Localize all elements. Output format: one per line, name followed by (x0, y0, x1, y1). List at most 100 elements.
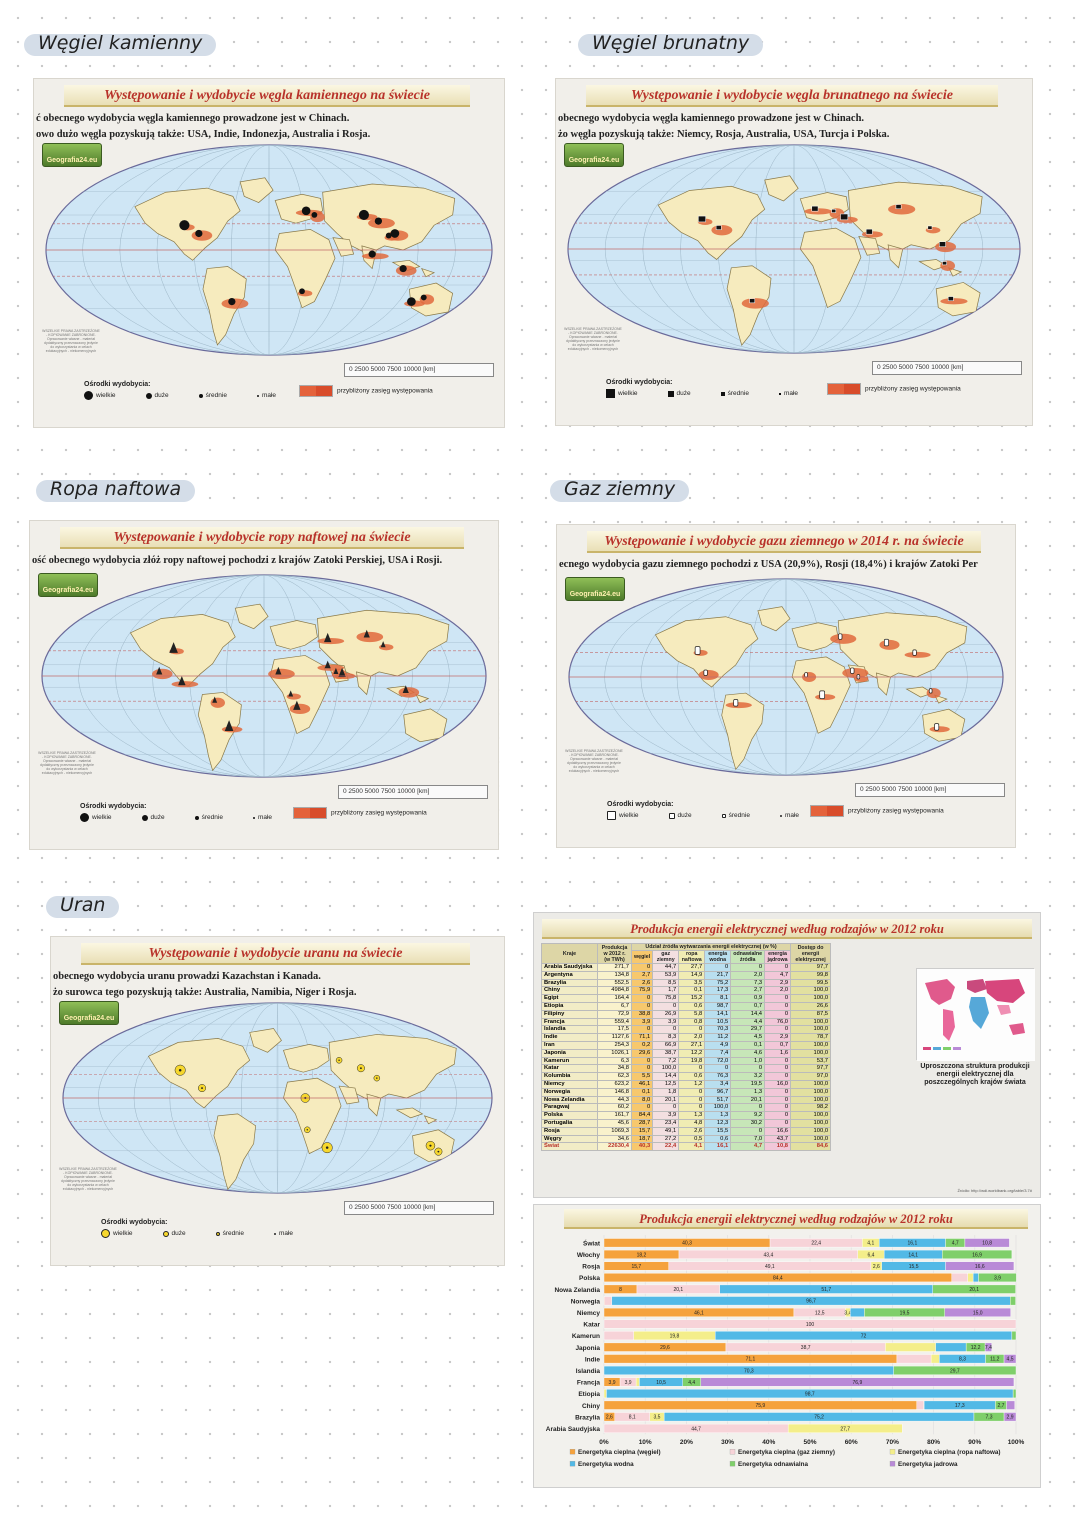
value-cell: 3,2 (730, 1072, 766, 1081)
legend-title: Ośrodki wydobycia: (607, 801, 674, 808)
value-cell: 100,0 (790, 1134, 832, 1144)
data-label: 8,1 (629, 1415, 636, 1421)
value-cell: 16,1 (704, 1142, 732, 1152)
bar-segment (603, 1331, 634, 1341)
value-cell: 72,0 (704, 1056, 732, 1066)
legend-item: wielkie (101, 1229, 133, 1238)
data-label: 76,9 (853, 1380, 863, 1386)
mini-world-map (916, 968, 1035, 1061)
legend-item-label: wielkie (113, 1230, 133, 1238)
legend-item-label: małe (257, 814, 273, 822)
map-range-legend: przybliżony zasięg występowania (810, 805, 944, 817)
map-range-legend: przybliżony zasięg występowania (293, 807, 427, 819)
th-production: Produkcja w 2012 r. (w TWh) (597, 943, 632, 964)
data-label: 16,1 (908, 1241, 918, 1247)
map-scale-bar: 0 2500 5000 7500 10000 [km] (344, 1201, 494, 1215)
value-cell: 96,7 (704, 1087, 732, 1097)
legend-item-label: duże (677, 812, 692, 820)
legend-item: małe (779, 812, 799, 819)
value-cell: 71,1 (630, 1033, 654, 1042)
value-cell: 623,2 (597, 1079, 632, 1089)
bar-segment (964, 1238, 1010, 1248)
legend-marker-icon (606, 389, 615, 398)
data-label: 96,7 (806, 1299, 816, 1305)
value-cell: 0 (764, 1095, 792, 1105)
value-cell: 0,7 (764, 1040, 792, 1050)
value-cell: 14,4 (730, 1009, 766, 1019)
legend-label: Energetyka cieplna (węgiel) (578, 1449, 661, 1456)
value-cell: 0,6 (678, 1072, 706, 1081)
value-cell: 8,1 (704, 994, 732, 1003)
value-cell: 27,1 (678, 1040, 706, 1050)
world-map (42, 141, 496, 359)
value-cell: 100,0 (790, 1025, 832, 1035)
map-subtitle-line-2: owo dużo węgla pozyskują także: USA, Ind… (36, 129, 371, 140)
map-range-legend: przybliżony zasięg występowania (827, 383, 961, 395)
value-cell: 0 (704, 1064, 732, 1074)
value-cell: 10,8 (764, 1142, 792, 1152)
section-label-coal: Węgiel kamienny (24, 28, 217, 58)
bar-segment (885, 1342, 936, 1352)
table-row: Nowa Zelandia 44,3 8,0 20,1 0 51,7 20,1 0 100,0 (541, 1095, 832, 1105)
legend-item-label: małe (783, 390, 799, 398)
bar-segment (700, 1377, 1015, 1387)
category-label: Kamerun (572, 1333, 600, 1340)
bar-chart-title: Produkcja energii elektrycznej według ro… (564, 1209, 1028, 1229)
value-cell: 100,0 (790, 1126, 832, 1136)
data-label: 71,1 (746, 1357, 756, 1363)
legend-marker-icon (779, 814, 782, 817)
data-label: 51,7 (821, 1287, 831, 1293)
x-tick-label: 80% (927, 1439, 940, 1446)
copyright-notice: WSZELKIE PRAWA ZASTRZEŻONE - KOPIOWANIE … (42, 329, 100, 353)
x-tick-label: 100% (1008, 1439, 1025, 1446)
country-cell: Egipt (541, 994, 598, 1003)
site-logo-text: Geografia24.eu (42, 587, 94, 594)
data-label: 15,5 (909, 1264, 919, 1270)
value-cell: 0 (764, 1025, 792, 1035)
value-cell: 26,9 (652, 1009, 680, 1019)
value-cell: 5,8 (678, 1009, 706, 1019)
data-label: 16,6 (975, 1264, 985, 1270)
value-cell: 100,0 (790, 1095, 832, 1105)
value-cell: 100,0 (790, 1048, 832, 1058)
copyright-notice: WSZELKIE PRAWA ZASTRZEŻONE - KOPIOWANIE … (38, 751, 96, 775)
bar-segment (1010, 1296, 1016, 1306)
value-cell: 28,7 (630, 1118, 654, 1128)
value-cell: 7,2 (652, 1056, 680, 1066)
value-cell: 271,7 (597, 963, 632, 972)
value-cell: 19,5 (730, 1079, 766, 1089)
value-cell: 29,6 (630, 1048, 654, 1058)
value-cell: 9,2 (730, 1111, 766, 1120)
country-cell: Iran (541, 1040, 598, 1050)
value-cell: 0 (704, 963, 732, 972)
range-label: przybliżony zasięg występowania (331, 809, 427, 817)
value-cell: 0 (630, 1064, 654, 1074)
value-cell: 0 (652, 1103, 680, 1113)
value-cell: 0 (764, 1064, 792, 1074)
table-row: Iran 254,3 0,2 66,9 27,1 4,9 0,1 0,7 100,0 (541, 1040, 832, 1050)
value-cell: 146,8 (597, 1087, 632, 1097)
legend-item: małe (778, 390, 799, 398)
table-row: Paragwaj 60,2 0 0 0 100,0 0 0 98,2 (541, 1103, 832, 1113)
value-cell: 164,4 (597, 994, 632, 1003)
table-row: Chiny 4984,8 75,9 1,7 0,1 17,3 2,7 2,0 100,0 (541, 986, 832, 996)
table-row: Islandia 17,5 0 0 0 70,3 29,7 0 100,0 (541, 1025, 832, 1035)
legend-swatch (889, 1449, 896, 1455)
x-tick-label: 40% (762, 1439, 775, 1446)
energy-table-body: Arabia Saudyjska 271,7 0 44,7 27,7 0 0 0 97,7 Arg… (541, 963, 832, 1152)
value-cell: 7,0 (730, 1134, 766, 1144)
data-label: 11,2 (990, 1357, 1000, 1363)
map-scale-bar: 0 2500 5000 7500 10000 [km] (344, 363, 494, 377)
value-cell: 11,2 (704, 1033, 732, 1042)
legend-label: Energetyka wodna (578, 1461, 634, 1468)
category-label: Rosja (582, 1264, 600, 1271)
section-label-lignite: Węgiel brunatny (578, 28, 764, 58)
table-row: Japonia 1026,1 29,6 38,7 12,2 7,4 4,6 1,6 100,0 (541, 1048, 832, 1058)
value-cell: 53,7 (790, 1056, 832, 1066)
world-map (564, 141, 1024, 357)
value-cell: 8,5 (652, 978, 680, 988)
value-cell: 0 (630, 994, 654, 1003)
data-label: 14,1 (908, 1252, 918, 1258)
data-label: 3,9 (625, 1380, 632, 1386)
value-cell: 76,3 (704, 1072, 732, 1081)
